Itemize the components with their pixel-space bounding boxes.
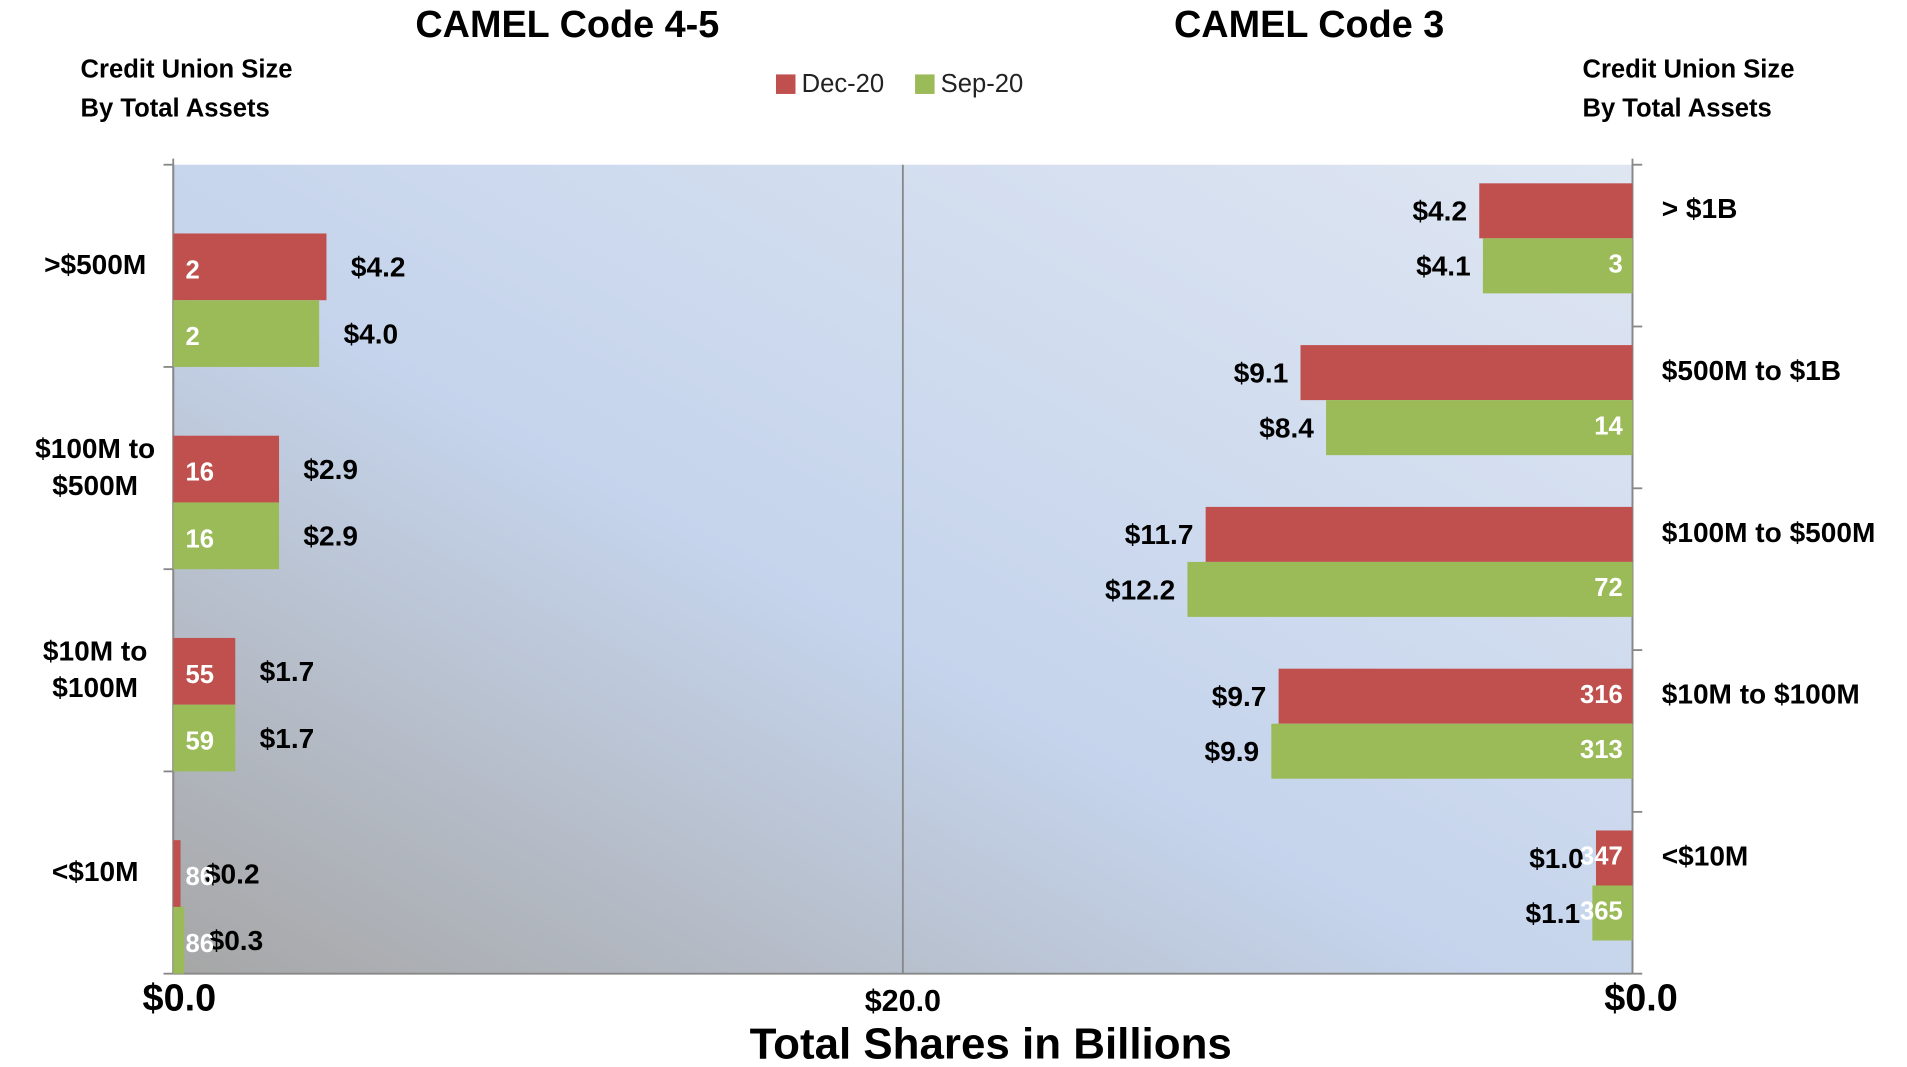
x-axis-title: Total Shares in Billions <box>750 1019 1232 1067</box>
data-label: $9.9 <box>1205 736 1260 767</box>
y-tick-label: <$10M <box>1662 840 1749 871</box>
legend-swatch <box>915 74 935 94</box>
count-label: 365 <box>1580 898 1623 926</box>
y-tick-label: $10M to $100M <box>1662 679 1860 710</box>
chart-title: CAMEL Code 3 <box>1174 4 1444 46</box>
y-tick-label: $10M to <box>43 635 147 666</box>
count-label: 55 <box>185 661 213 689</box>
data-label: $2.9 <box>303 454 358 485</box>
count-label: 2 <box>185 323 199 351</box>
data-label: $2.9 <box>303 521 358 552</box>
data-label: $11.7 <box>1125 519 1194 550</box>
y-tick-label: $100M <box>52 672 138 703</box>
bar <box>1278 668 1633 724</box>
count-label: 16 <box>185 525 213 553</box>
data-label: $0.3 <box>209 925 264 956</box>
y-tick-label: > $1B <box>1662 193 1738 224</box>
data-label: $12.2 <box>1105 574 1175 605</box>
x-tick-label: $20.0 <box>865 984 941 1018</box>
data-label: $1.7 <box>260 656 315 687</box>
bar <box>1479 183 1633 239</box>
count-label: 316 <box>1580 681 1623 709</box>
bar <box>1271 723 1633 779</box>
data-label: $4.2 <box>1412 196 1467 227</box>
y-tick-label: >$500M <box>44 249 146 280</box>
y-tick-label: $500M <box>52 470 138 501</box>
bar <box>1592 885 1633 941</box>
count-label: 86 <box>185 863 213 891</box>
x-tick-label: $0.0 <box>143 977 217 1019</box>
bar <box>1300 345 1633 401</box>
bar <box>173 502 280 570</box>
data-label: $4.0 <box>344 318 399 349</box>
legend-swatch <box>775 74 796 94</box>
y-axis-title: Credit Union Size <box>1582 56 1794 84</box>
y-tick-label: $100M to <box>35 433 155 464</box>
data-label: $1.0 <box>1529 843 1584 874</box>
bar <box>173 906 185 974</box>
count-label: 14 <box>1594 412 1623 440</box>
data-label: $4.2 <box>351 252 406 283</box>
data-label: $1.7 <box>260 723 315 754</box>
count-label: 86 <box>185 930 213 958</box>
data-label: $4.1 <box>1416 251 1471 282</box>
bar <box>173 840 181 907</box>
x-tick-label: $0.0 <box>1604 977 1678 1019</box>
bar <box>1595 830 1633 886</box>
bar <box>1482 238 1633 294</box>
count-label: 313 <box>1580 736 1623 764</box>
y-axis-title: By Total Assets <box>81 95 270 123</box>
legend-label: Sep-20 <box>941 70 1024 98</box>
y-tick-label: <$10M <box>52 856 139 887</box>
count-label: 72 <box>1594 574 1622 602</box>
count-label: 2 <box>185 256 199 284</box>
count-label: 59 <box>185 728 213 756</box>
bar <box>173 233 327 301</box>
legend-label: Dec-20 <box>802 70 885 98</box>
chart-title: CAMEL Code 4-5 <box>415 4 719 46</box>
bar <box>173 704 236 772</box>
y-axis-title: By Total Assets <box>1582 95 1771 123</box>
count-label: 16 <box>185 459 213 487</box>
y-axis-title: Credit Union Size <box>81 56 293 84</box>
bar <box>173 637 236 705</box>
y-tick-label: $500M to $1B <box>1662 355 1841 386</box>
data-label: $9.1 <box>1234 357 1289 388</box>
bar <box>1205 506 1633 562</box>
count-label: 3 <box>1608 251 1622 279</box>
bar <box>1187 561 1633 617</box>
data-label: $0.2 <box>205 858 260 889</box>
bar <box>173 435 280 503</box>
count-label: 347 <box>1580 843 1623 871</box>
bar <box>173 300 320 367</box>
data-label: $8.4 <box>1259 412 1314 443</box>
data-label: $1.1 <box>1526 898 1581 929</box>
bar <box>1326 400 1633 456</box>
data-label: $9.7 <box>1212 681 1267 712</box>
y-tick-label: $100M to $500M <box>1662 517 1876 548</box>
